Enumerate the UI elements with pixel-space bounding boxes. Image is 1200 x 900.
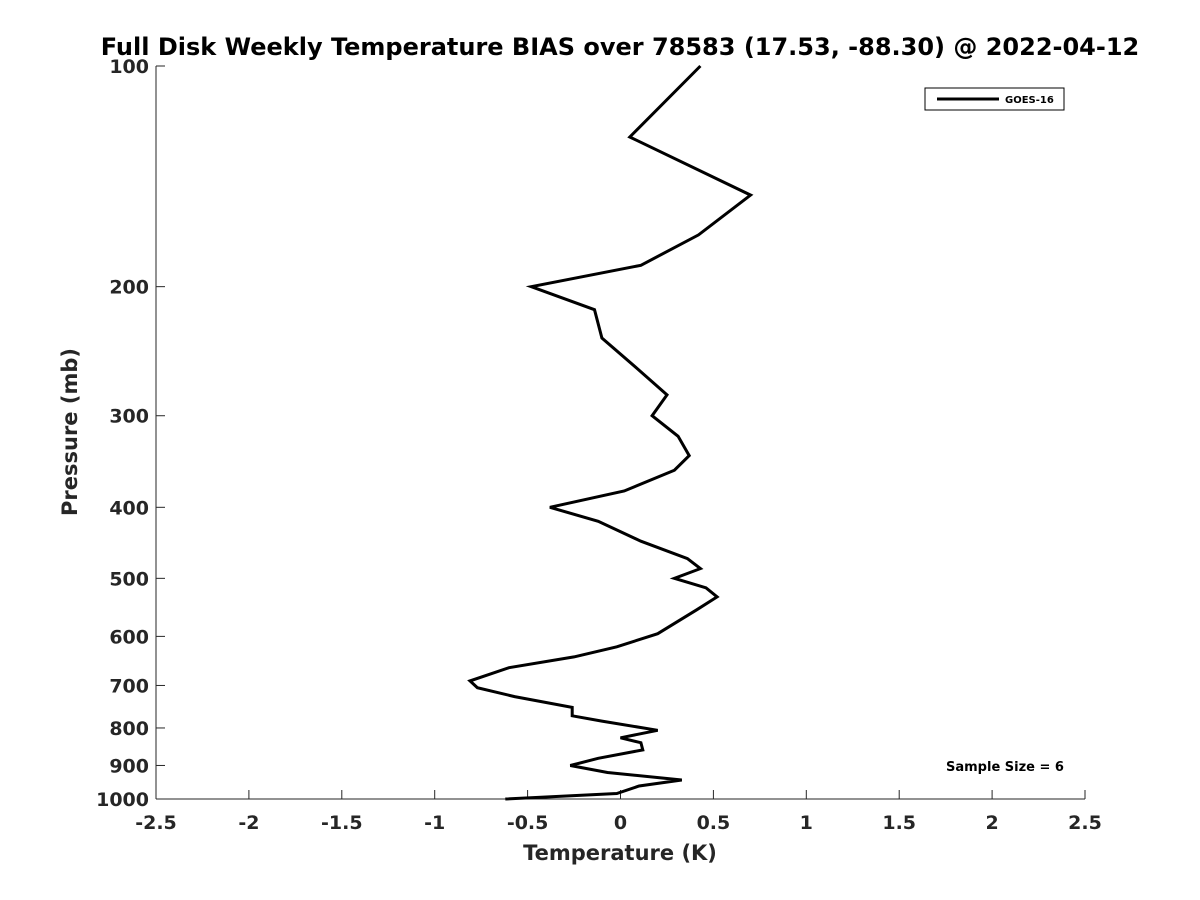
y-tick-label: 500 <box>109 568 149 590</box>
x-axis-ticks: -2.5 -2 -1.5 -1 -0.5 0 0.5 1 1.5 2 2.5 <box>135 790 1102 834</box>
x-tick-label: 2.5 <box>1068 812 1102 834</box>
x-tick-label: -1.5 <box>321 812 363 834</box>
x-axis-label: Temperature (K) <box>523 841 717 865</box>
x-tick-label: 1.5 <box>882 812 916 834</box>
y-tick-label: 200 <box>109 277 149 299</box>
y-tick-label: 300 <box>109 406 149 428</box>
sample-size-annotation: Sample Size = 6 <box>946 760 1064 775</box>
y-tick-label: 800 <box>109 718 149 740</box>
y-tick-label: 100 <box>109 56 149 78</box>
x-tick-label: -1 <box>424 812 445 834</box>
x-tick-label: 0.5 <box>697 812 731 834</box>
y-tick-label: 1000 <box>96 789 149 811</box>
x-tick-label: -0.5 <box>507 812 549 834</box>
legend: GOES-16 <box>924 87 1065 111</box>
y-tick-label: 600 <box>109 626 149 648</box>
chart-title: Full Disk Weekly Temperature BIAS over 7… <box>101 33 1140 61</box>
y-axis-ticks: 100 200 300 400 500 600 700 800 900 1000 <box>96 56 165 811</box>
y-axis-label: Pressure (mb) <box>58 348 82 516</box>
x-tick-label: 0 <box>614 812 627 834</box>
x-tick-label: -2 <box>238 812 259 834</box>
series-layer <box>467 64 754 801</box>
y-tick-label: 900 <box>109 755 149 777</box>
x-tick-label: -2.5 <box>135 812 177 834</box>
y-tick-label: 400 <box>109 497 149 519</box>
x-tick-label: 1 <box>800 812 813 834</box>
x-tick-label: 2 <box>985 812 998 834</box>
series-line-goes-16 <box>467 64 754 801</box>
y-tick-label: 700 <box>109 675 149 697</box>
legend-label: GOES-16 <box>1005 95 1054 106</box>
